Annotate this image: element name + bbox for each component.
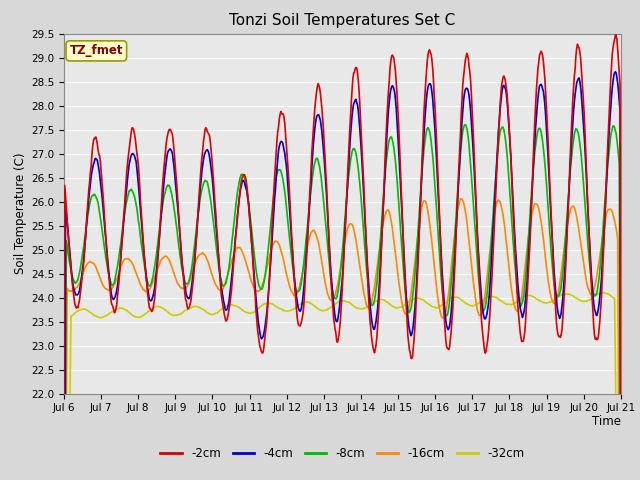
Y-axis label: Soil Temperature (C): Soil Temperature (C) bbox=[14, 153, 27, 275]
X-axis label: Time: Time bbox=[592, 415, 621, 428]
Text: TZ_fmet: TZ_fmet bbox=[70, 44, 123, 58]
Legend: -2cm, -4cm, -8cm, -16cm, -32cm: -2cm, -4cm, -8cm, -16cm, -32cm bbox=[156, 443, 529, 465]
Title: Tonzi Soil Temperatures Set C: Tonzi Soil Temperatures Set C bbox=[229, 13, 456, 28]
